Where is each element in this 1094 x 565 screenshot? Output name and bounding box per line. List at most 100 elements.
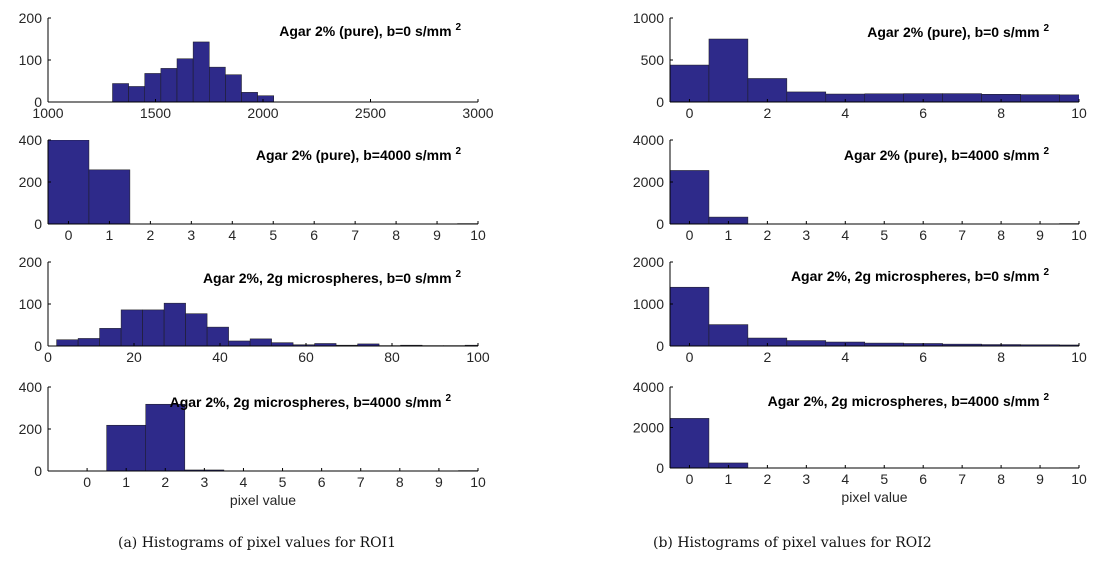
x-tick-label: 10: [470, 474, 486, 490]
histogram-bar: [942, 93, 982, 102]
histogram-bar: [670, 286, 710, 346]
histogram-panel-7: 0 2 4 6 8 10 0 1000 2000 Agar 2%, 2g microspheres…: [633, 254, 1087, 365]
x-tick-label: 5: [880, 471, 888, 487]
y-tick-label: 400: [19, 132, 43, 148]
y-tick-label: 100: [19, 52, 43, 68]
y-tick-label: 2000: [633, 254, 664, 270]
x-tick-label: 7: [958, 227, 966, 243]
x-tick-label: 5: [279, 474, 287, 490]
histogram-panel-1: 1000 1500 2000 2500 3000 0 100 200 Agar 2% (pure…: [19, 10, 494, 121]
x-tick-label: 9: [1036, 227, 1044, 243]
x-tick-label: 10: [1071, 227, 1087, 243]
x-tick-label: 4: [228, 227, 236, 243]
histogram-bar: [670, 418, 710, 468]
y-tick-label: 0: [34, 94, 42, 110]
x-tick-label: 4: [841, 227, 849, 243]
y-tick-label: 200: [19, 10, 43, 26]
histogram-bar: [786, 91, 827, 102]
x-tick-label: 2: [763, 227, 771, 243]
histogram-bar: [120, 309, 143, 346]
panel-title: Agar 2% (pure), b=4000 s/mm 2: [844, 146, 1050, 163]
x-tick-label: 6: [919, 471, 927, 487]
histogram-bar: [271, 342, 294, 346]
x-tick-label: 1500: [140, 105, 171, 121]
x-tick-label: 0: [44, 349, 52, 365]
y-tick-label: 2000: [633, 174, 664, 190]
panel-title: Agar 2%, 2g microspheres, b=0 s/mm 2: [203, 269, 462, 286]
x-tick-label: 4: [841, 105, 849, 121]
x-tick-label: 1: [725, 471, 733, 487]
histogram-bar: [163, 302, 186, 346]
x-tick-label: 40: [212, 349, 228, 365]
histogram-bar: [106, 424, 146, 471]
histogram-bar: [176, 58, 194, 102]
y-tick-label: 200: [19, 421, 43, 437]
histogram-bar: [142, 309, 165, 346]
histogram-bar: [1020, 94, 1060, 102]
y-tick-label: 2000: [633, 420, 664, 436]
histogram-bar: [1059, 94, 1079, 102]
histogram-bar: [314, 343, 337, 346]
x-tick-label: 3: [802, 471, 810, 487]
y-tick-label: 0: [656, 94, 664, 110]
x-tick-label: 1: [725, 227, 733, 243]
x-tick-label: 6: [919, 105, 927, 121]
y-tick-label: 0: [34, 338, 42, 354]
x-tick-label: 6: [310, 227, 318, 243]
x-axis-label: pixel value: [841, 489, 907, 505]
x-tick-label: 1: [106, 227, 114, 243]
bars-group: [670, 286, 1079, 346]
panel-title: Agar 2%, 2g microspheres, b=4000 s/mm 2: [768, 392, 1050, 409]
x-tick-label: 0: [686, 227, 694, 243]
histogram-bar: [192, 41, 210, 102]
y-tick-label: 200: [19, 174, 43, 190]
x-tick-label: 100: [466, 349, 490, 365]
x-tick-label: 3: [187, 227, 195, 243]
y-tick-label: 0: [656, 460, 664, 476]
x-tick-label: 5: [880, 227, 888, 243]
x-axis-label: pixel value: [230, 492, 296, 508]
x-tick-label: 2: [161, 474, 169, 490]
histogram-panel-4: 0 1 2 3 4 5 6 7 8 9 10 0 200 400 Agar 2%, 2g microsphe…: [19, 379, 486, 508]
bars-group: [112, 41, 274, 102]
y-tick-label: 4000: [633, 132, 664, 148]
y-tick-label: 1000: [633, 296, 664, 312]
histogram-bar: [786, 340, 827, 346]
x-tick-label: 0: [686, 105, 694, 121]
x-tick-label: 60: [298, 349, 314, 365]
x-tick-label: 3: [200, 474, 208, 490]
histogram-bar: [225, 74, 242, 102]
y-tick-label: 0: [34, 216, 42, 232]
histogram-panel-2: 0 1 2 3 4 5 6 7 8 9 10 0 200 400 Agar 2% (pure), b=400…: [19, 132, 486, 243]
histogram-panel-5: 0 2 4 6 8 10 0 500 1000 Agar 2% (pure), b=0 s/mm …: [633, 10, 1087, 121]
histogram-bar: [77, 338, 100, 346]
panel-title: Agar 2% (pure), b=4000 s/mm 2: [256, 146, 462, 163]
x-tick-label: 8: [396, 474, 404, 490]
x-tick-label: 9: [1036, 471, 1044, 487]
x-tick-label: 2: [763, 105, 771, 121]
histogram-bar: [112, 83, 129, 102]
y-tick-label: 100: [19, 296, 43, 312]
bars-group: [56, 302, 478, 346]
x-tick-label: 20: [126, 349, 142, 365]
x-tick-label: 7: [351, 227, 359, 243]
x-tick-label: 0: [83, 474, 91, 490]
x-tick-label: 6: [318, 474, 326, 490]
histogram-bar: [145, 403, 186, 471]
x-tick-label: 2000: [247, 105, 278, 121]
histogram-bar: [228, 340, 251, 346]
x-tick-label: 9: [433, 227, 441, 243]
x-tick-label: 2500: [355, 105, 386, 121]
histogram-bar: [99, 328, 122, 346]
histogram-bar: [209, 66, 226, 102]
x-tick-label: 2: [146, 227, 154, 243]
x-tick-label: 0: [686, 349, 694, 365]
histogram-bar: [241, 92, 258, 102]
x-tick-label: 3: [802, 227, 810, 243]
x-tick-label: 8: [997, 471, 1005, 487]
x-tick-label: 8: [997, 349, 1005, 365]
x-tick-label: 7: [357, 474, 365, 490]
histogram-bar: [708, 324, 749, 346]
histogram-bar: [56, 339, 79, 346]
histogram-bar: [128, 86, 145, 102]
